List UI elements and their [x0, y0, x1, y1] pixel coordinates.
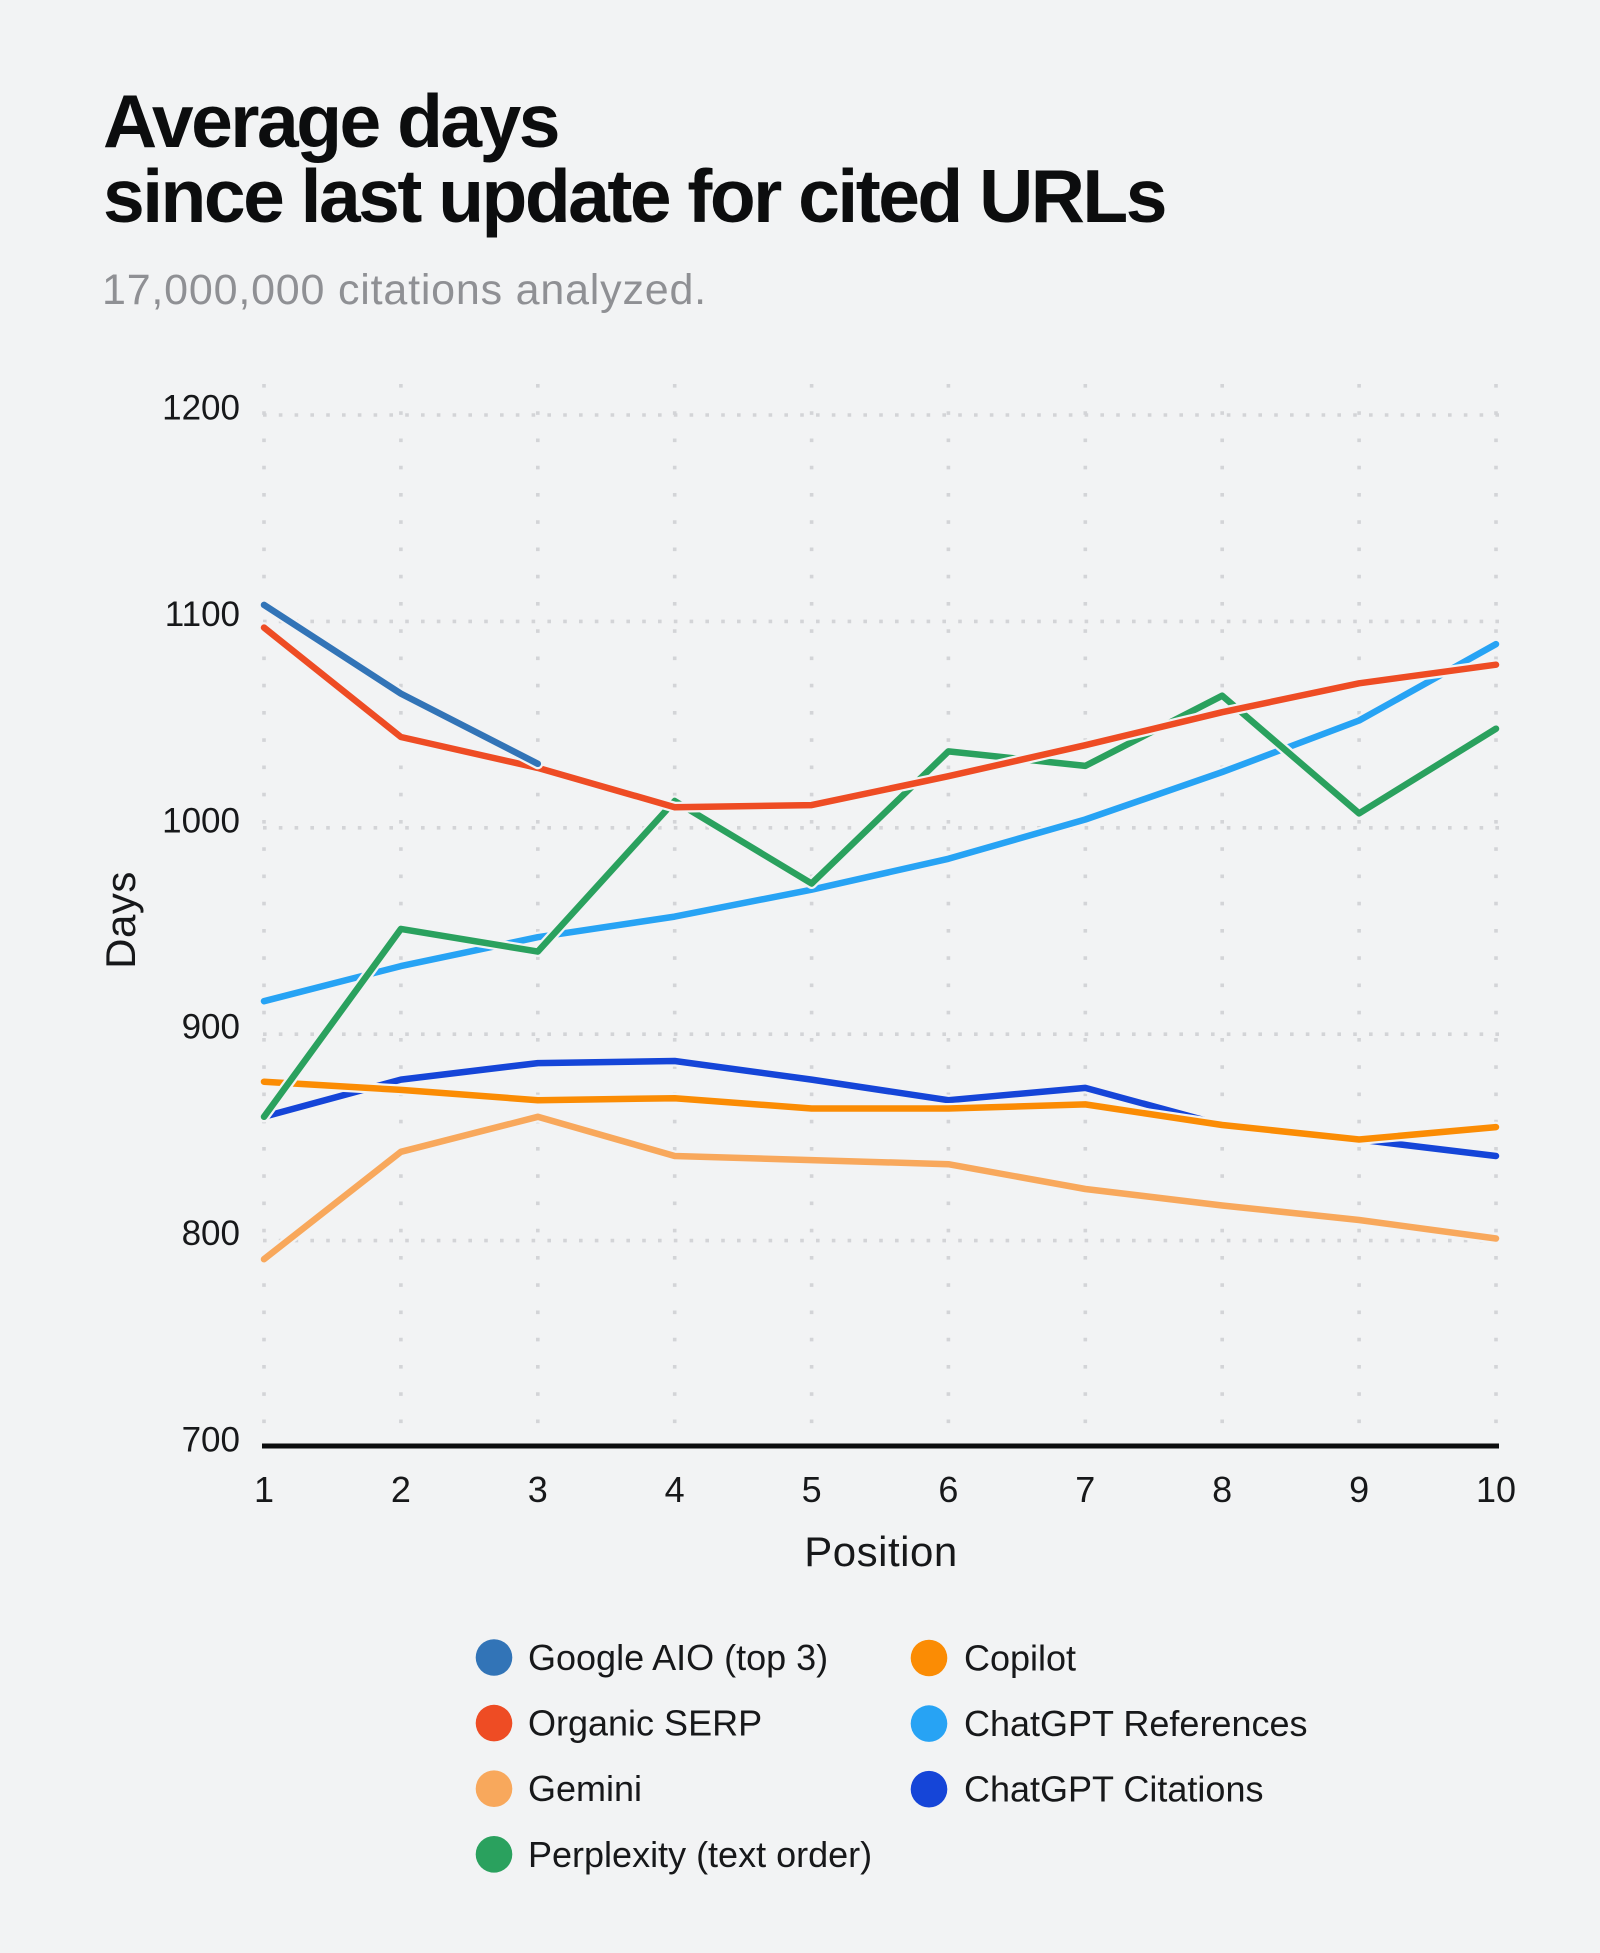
svg-text:9: 9 [1349, 1469, 1369, 1510]
svg-text:Google AIO (top 3): Google AIO (top 3) [528, 1637, 828, 1678]
svg-text:ChatGPT Citations: ChatGPT Citations [964, 1769, 1263, 1810]
svg-text:10: 10 [1476, 1469, 1516, 1510]
svg-text:7: 7 [1075, 1469, 1095, 1510]
svg-text:1100: 1100 [165, 595, 240, 634]
svg-text:4: 4 [665, 1469, 685, 1510]
svg-text:Position: Position [804, 1528, 957, 1575]
svg-text:Organic SERP: Organic SERP [528, 1703, 762, 1744]
svg-text:1200: 1200 [162, 389, 240, 428]
svg-text:Gemini: Gemini [528, 1768, 642, 1809]
svg-text:8: 8 [1212, 1469, 1232, 1510]
svg-text:5: 5 [802, 1469, 822, 1510]
svg-text:6: 6 [938, 1469, 958, 1510]
svg-text:ChatGPT References: ChatGPT References [964, 1703, 1308, 1744]
svg-text:800: 800 [182, 1214, 240, 1253]
svg-text:Copilot: Copilot [964, 1638, 1076, 1679]
svg-text:700: 700 [182, 1421, 240, 1460]
svg-text:Days: Days [97, 871, 144, 969]
svg-text:Perplexity (text order): Perplexity (text order) [528, 1834, 872, 1875]
svg-text:1000: 1000 [162, 801, 240, 840]
svg-text:1: 1 [254, 1469, 274, 1510]
svg-text:3: 3 [528, 1469, 548, 1510]
svg-text:2: 2 [391, 1469, 411, 1510]
svg-text:900: 900 [182, 1008, 240, 1047]
